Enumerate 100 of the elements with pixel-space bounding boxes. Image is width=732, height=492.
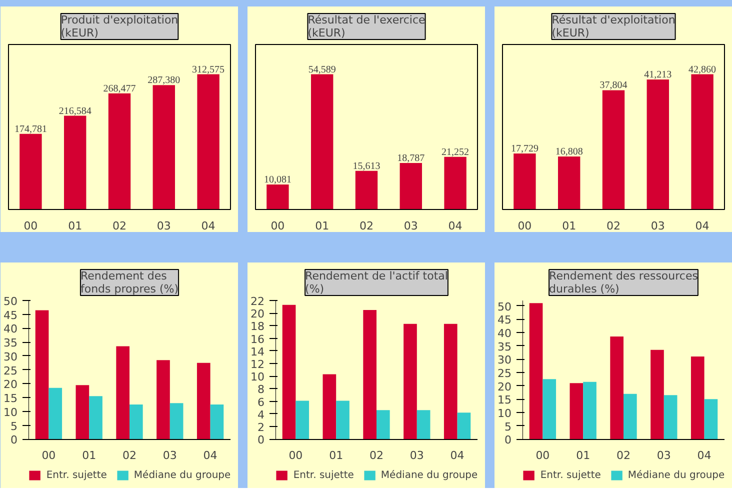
y-tick-label: 10 xyxy=(4,406,18,419)
x-tick-label: 04 xyxy=(203,449,218,462)
bar xyxy=(664,395,678,440)
bar xyxy=(64,116,86,210)
y-tick-label: 6 xyxy=(258,396,264,409)
y-tick-label: 10 xyxy=(250,370,265,384)
x-tick-label: 00 xyxy=(42,449,56,462)
data-label: 287,380 xyxy=(148,75,180,86)
data-label: 18,787 xyxy=(397,152,425,164)
x-tick-label: 02 xyxy=(360,220,374,232)
y-tick-label: 35 xyxy=(4,336,18,350)
bar xyxy=(610,336,624,440)
data-label: 54,589 xyxy=(308,64,336,76)
data-label: 312,575 xyxy=(192,64,225,76)
x-tick-label: 00 xyxy=(536,449,550,462)
y-tick-label: 20 xyxy=(498,380,512,394)
x-tick-label: 02 xyxy=(616,449,630,462)
bar xyxy=(20,134,42,210)
x-tick-label: 03 xyxy=(656,449,671,462)
bar xyxy=(130,404,143,440)
bar xyxy=(76,385,90,440)
y-tick-label: 40 xyxy=(498,326,512,340)
x-tick-label: 03 xyxy=(410,449,424,462)
y-tick-label: 15 xyxy=(4,392,18,406)
data-label: 268,477 xyxy=(103,83,136,94)
y-tick-label: 5 xyxy=(10,420,18,433)
x-tick-label: 03 xyxy=(650,220,665,232)
bar xyxy=(152,85,175,210)
y-tick-label: 25 xyxy=(498,366,512,380)
bar xyxy=(542,379,556,440)
data-label: 21,252 xyxy=(442,146,470,158)
data-label: 15,613 xyxy=(352,160,380,172)
bar xyxy=(416,410,430,440)
chart-title: Résultat d'exploitation (kEUR) xyxy=(552,14,676,40)
y-tick-label: 20 xyxy=(250,308,265,321)
data-label: 10,081 xyxy=(264,174,292,186)
y-tick-label: 30 xyxy=(498,354,512,367)
x-tick-label: 02 xyxy=(370,449,384,462)
data-label: 16,808 xyxy=(555,146,583,158)
data-label: 174,781 xyxy=(14,124,47,135)
bar xyxy=(624,394,637,440)
bar xyxy=(48,388,62,440)
x-tick-label: 01 xyxy=(82,449,96,462)
x-tick-label: 00 xyxy=(518,220,532,232)
chart-title: Produit d'exploitation (kEUR) xyxy=(60,14,178,40)
data-label: 37,804 xyxy=(600,80,628,92)
x-tick-label: 00 xyxy=(24,220,38,232)
bar xyxy=(296,400,310,440)
x-tick-label: 02 xyxy=(112,220,126,232)
y-tick-label: 16 xyxy=(250,332,265,346)
y-tick-label: 45 xyxy=(4,308,18,322)
x-tick-label: 01 xyxy=(576,449,590,462)
bar xyxy=(108,93,131,210)
bar xyxy=(89,396,102,440)
y-tick-label: 12 xyxy=(250,358,265,372)
x-tick-label: 03 xyxy=(162,449,177,462)
legend-label: Médiane du groupe xyxy=(380,470,478,480)
y-tick-label: 14 xyxy=(250,345,265,358)
bar xyxy=(355,170,378,210)
x-tick-label: 00 xyxy=(270,220,285,232)
bar xyxy=(444,156,466,210)
y-tick-label: 50 xyxy=(498,300,512,314)
legend-label: Entr. sujette xyxy=(46,470,107,480)
data-label: 17,729 xyxy=(510,144,538,155)
y-tick-label: 18 xyxy=(250,320,265,334)
bar xyxy=(196,362,210,440)
y-tick-label: 25 xyxy=(4,364,18,378)
y-tick-label: 2 xyxy=(258,421,264,434)
bar xyxy=(650,350,664,440)
bar xyxy=(400,162,422,210)
legend-label: Médiane du groupe xyxy=(134,470,231,480)
bar xyxy=(583,382,596,440)
bar xyxy=(558,156,580,210)
bar xyxy=(363,310,376,440)
bar xyxy=(266,184,289,210)
bar xyxy=(690,356,704,440)
x-tick-label: 02 xyxy=(122,449,136,462)
y-tick-label: 4 xyxy=(258,408,264,422)
chart-title: Rendement de l'actif total (%) xyxy=(305,270,448,296)
bar xyxy=(197,74,220,210)
bar xyxy=(457,412,471,440)
data-label: 216,584 xyxy=(58,106,92,117)
bar xyxy=(336,400,350,440)
bar xyxy=(704,399,718,440)
chart-title: Rendement des ressources durables (%) xyxy=(549,270,698,296)
y-tick-label: 30 xyxy=(4,350,18,364)
bar xyxy=(404,324,417,440)
y-tick-label: 0 xyxy=(258,434,264,447)
y-tick-label: 0 xyxy=(10,434,18,447)
x-tick-label: 01 xyxy=(68,220,82,232)
y-tick-label: 40 xyxy=(4,322,18,336)
bar xyxy=(602,90,625,210)
y-tick-label: 45 xyxy=(498,314,512,327)
bar xyxy=(282,304,296,440)
y-tick-label: 8 xyxy=(258,383,264,396)
x-tick-label: 03 xyxy=(404,220,418,232)
data-label: 41,213 xyxy=(644,69,672,80)
y-tick-label: 35 xyxy=(498,340,512,354)
legend-label: Entr. sujette xyxy=(293,470,354,480)
legend-label: Médiane du groupe xyxy=(628,470,725,480)
